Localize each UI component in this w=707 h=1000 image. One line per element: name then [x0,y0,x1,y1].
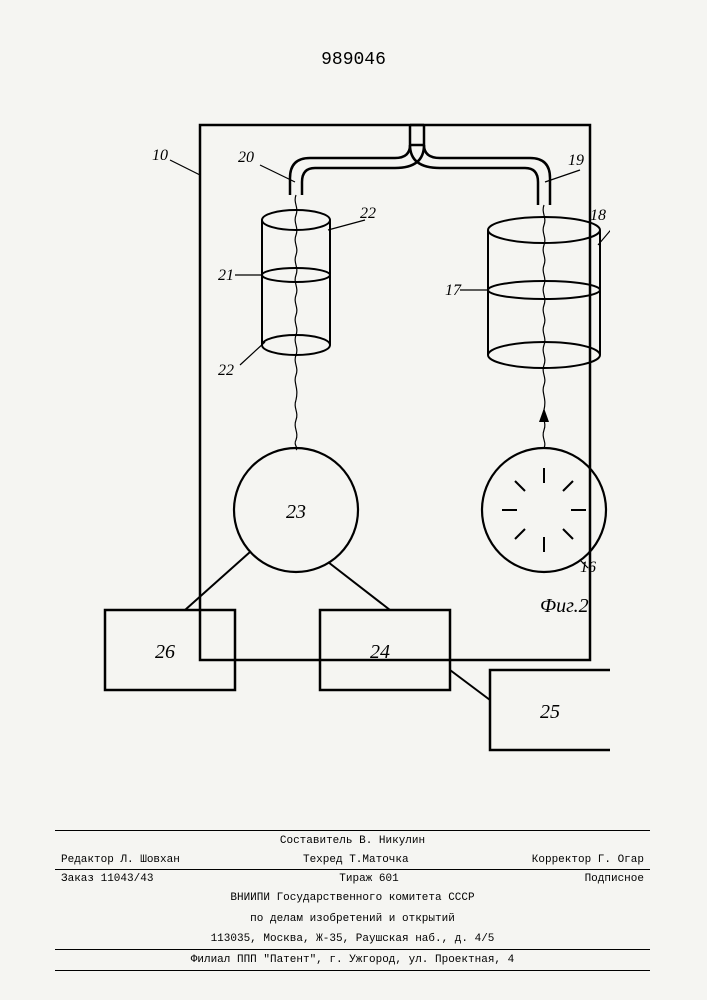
footer-order: Заказ 11043/43 [61,873,153,885]
box-25: 25 [490,670,610,750]
label-23: 23 [286,501,306,523]
label-18: 18 [590,207,606,224]
label-19: 19 [568,152,584,169]
diagram-svg: 10 [90,90,610,770]
label-20: 20 [238,149,254,166]
footer-org1: ВНИИПИ Государственного комитета СССР [55,888,650,908]
footer-techred: Техред Т.Маточка [303,854,409,866]
connectors [185,552,390,610]
label-21: 21 [218,267,234,284]
figure-2-diagram: 10 [90,90,610,770]
label-26: 26 [155,641,175,663]
footer-filial: Филиал ППП "Патент", г. Ужгород, ул. Про… [55,950,650,970]
footer-org2: по делам изобретений и открытий [55,909,650,929]
label-25: 25 [540,701,560,723]
label-24: 24 [370,641,390,663]
cylinder-left [235,195,365,400]
footer-colophon: Составитель В. Никулин Редактор Л. Шовха… [55,830,650,971]
label-10: 10 [152,147,168,164]
footer-credits-row: Редактор Л. Шовхан Техред Т.Маточка Корр… [55,851,650,869]
box-24: 24 [320,610,450,690]
circle-16 [482,408,606,572]
footer-address1: 113035, Москва, Ж-35, Раушская наб., д. … [55,929,650,949]
label-22b: 22 [218,362,234,379]
label-22a: 22 [360,205,376,222]
footer-editor: Редактор Л. Шовхан [61,854,180,866]
figure-label: Фиг.2 [540,595,589,617]
footer-subscription: Подписное [585,873,644,885]
label-17: 17 [445,282,462,299]
cylinder-right [460,205,610,410]
circle-23 [234,400,358,572]
footer-corrector: Корректор Г. Огар [532,854,644,866]
manifold [260,125,580,205]
page: 989046 10 [0,0,707,1000]
document-number: 989046 [0,50,707,70]
footer-order-row: Заказ 11043/43 Тираж 601 Подписное [55,870,650,888]
box-26: 26 [105,610,235,690]
footer-circulation: Тираж 601 [339,873,398,885]
footer-compiler: Составитель В. Никулин [55,831,650,851]
